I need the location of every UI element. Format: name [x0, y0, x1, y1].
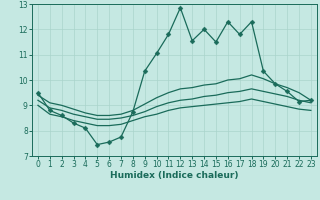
- X-axis label: Humidex (Indice chaleur): Humidex (Indice chaleur): [110, 171, 239, 180]
